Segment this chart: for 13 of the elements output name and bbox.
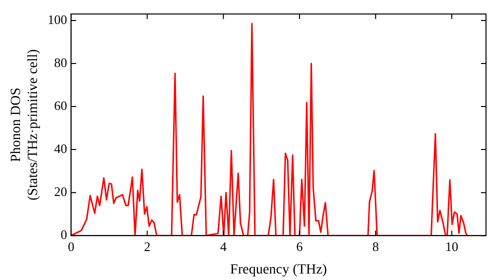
y-tick-label: 40 [54, 140, 68, 156]
y-tick-label: 0 [60, 227, 68, 242]
x-axis-title: Frequency (THz) [230, 262, 328, 278]
y-axis-title: Phonon DOS (States/THz·primitive cell) [9, 48, 41, 200]
y-tick-label: 60 [54, 98, 68, 113]
x-tick-label: 2 [144, 238, 150, 254]
y-tick-label: 100 [48, 12, 68, 27]
x-tick-label: 4 [220, 238, 228, 254]
x-tick-label: 6 [296, 238, 304, 254]
x-tick-label: 8 [372, 238, 379, 254]
y-tick-label: 20 [54, 184, 68, 199]
x-tick-label: 10 [445, 238, 458, 254]
y-tick-label: 80 [54, 54, 68, 70]
